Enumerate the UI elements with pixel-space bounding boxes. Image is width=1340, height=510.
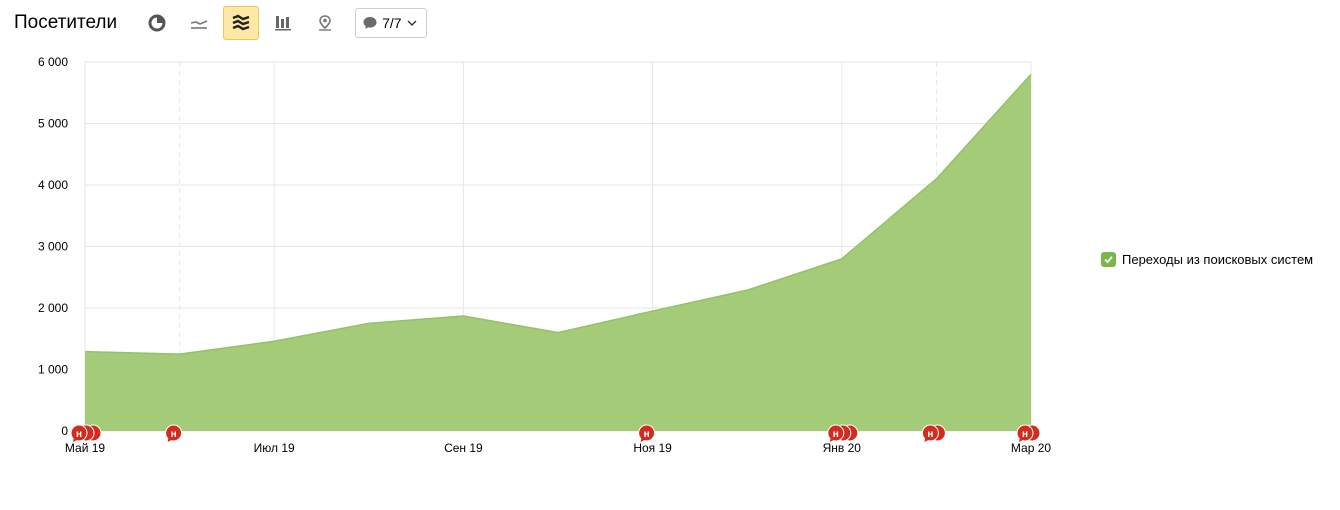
y-tick-label: 4 000 (38, 178, 68, 192)
note-bubble-tail (167, 437, 174, 442)
line-chart-button[interactable] (181, 6, 217, 40)
map-icon (319, 15, 332, 31)
note-bubble-tail (640, 437, 647, 442)
pie-chart-button[interactable] (139, 6, 175, 40)
note-marker[interactable]: н (921, 424, 946, 442)
note-marker[interactable]: н (638, 424, 656, 442)
y-tick-label: 0 (61, 424, 68, 438)
note-letter: н (171, 429, 177, 440)
note-marker[interactable]: н (827, 424, 859, 442)
note-marker[interactable]: н (70, 424, 102, 442)
note-letter: н (644, 429, 650, 440)
comment-icon (363, 17, 377, 29)
y-tick-label: 6 000 (38, 55, 68, 69)
map-button[interactable] (307, 6, 343, 40)
note-bubble-tail (1019, 437, 1025, 442)
note-bubble-tail (73, 437, 79, 442)
note-bubble (638, 424, 656, 442)
check-icon (1104, 256, 1113, 264)
line-chart-icon (190, 20, 208, 29)
x-tick-label: Май 19 (65, 441, 106, 455)
series-layer (84, 73, 1032, 432)
page-title: Посетители (14, 12, 118, 33)
x-tick-label: Янв 20 (823, 441, 862, 455)
bar-chart-button[interactable] (265, 6, 301, 40)
note-bubble (1016, 424, 1034, 442)
legend-label: Переходы из поисковых систем (1122, 252, 1314, 267)
note-marker[interactable]: н (165, 424, 183, 442)
axis-label-layer: 0 1 000 2 000 3 000 4 000 5 000 6 000 Май 19 Июл… (38, 55, 1051, 455)
chart-toolbar: Посетители (14, 6, 427, 40)
note-marker[interactable]: н (1016, 424, 1041, 442)
notes-count: 7/7 (382, 15, 402, 31)
pie-chart-icon (148, 14, 166, 32)
note-letter: н (833, 429, 839, 440)
x-tick-label: Мар 20 (1011, 441, 1051, 455)
note-bubble-tail (924, 437, 931, 442)
note-bubble (921, 424, 939, 442)
series-area (85, 74, 1031, 432)
note-bubble (70, 424, 88, 442)
bar-chart-icon (275, 16, 292, 31)
note-letter: н (1022, 429, 1028, 440)
area-chart-icon (232, 14, 250, 31)
x-tick-label: Июл 19 (254, 441, 295, 455)
note-bubble-tail (829, 437, 836, 442)
legend-checkbox[interactable] (1101, 252, 1116, 267)
area-chart-button[interactable] (223, 6, 260, 40)
y-tick-label: 3 000 (38, 240, 68, 254)
y-tick-label: 5 000 (38, 117, 68, 131)
chevron-down-icon (407, 20, 417, 26)
x-tick-label: Ноя 19 (633, 441, 672, 455)
note-letter: н (76, 429, 82, 440)
note-letter: н (927, 429, 933, 440)
notes-dropdown[interactable]: 7/7 (355, 8, 427, 38)
note-bubble (827, 424, 845, 442)
note-bubble (165, 424, 183, 442)
x-tick-label: Сен 19 (444, 441, 483, 455)
y-tick-label: 1 000 (38, 363, 68, 377)
y-tick-label: 2 000 (38, 301, 68, 315)
legend: Переходы из поисковых систем (1101, 252, 1313, 267)
